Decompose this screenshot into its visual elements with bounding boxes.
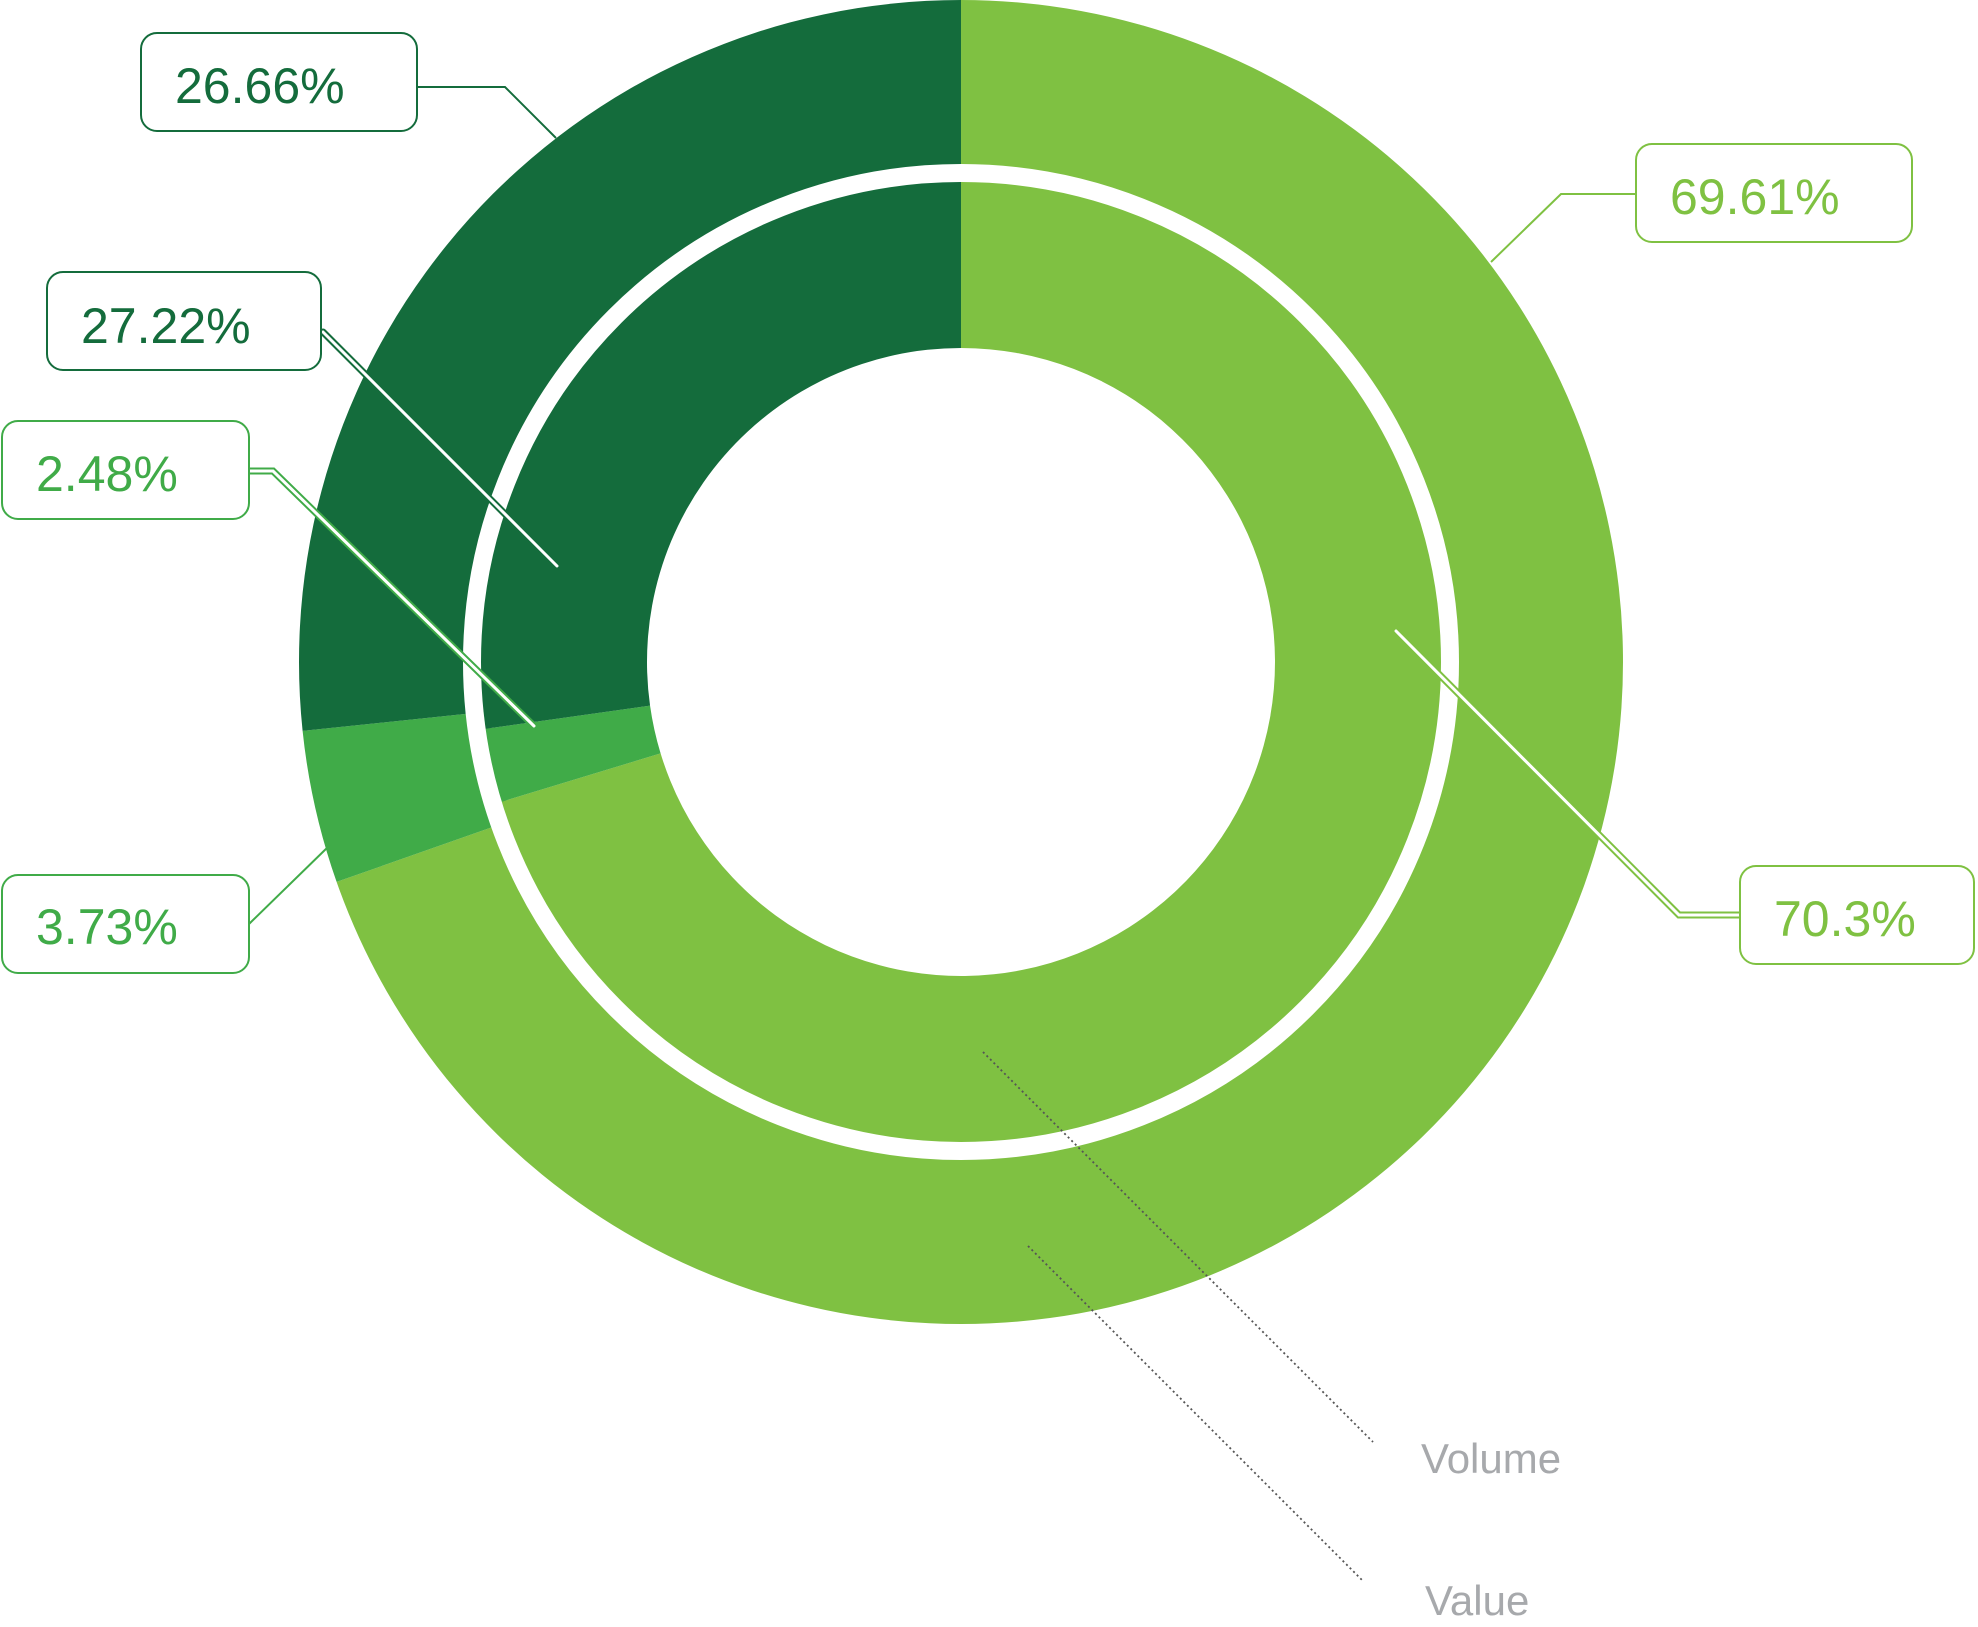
data-label-value-0: 69.61% xyxy=(1635,143,1913,243)
data-label-box xyxy=(1739,865,1975,965)
data-label-box xyxy=(1,874,250,974)
leader-line-volume xyxy=(982,1051,1374,1443)
leader-line-value xyxy=(1027,1245,1364,1582)
ring-name-labels: Volume Value xyxy=(982,1051,1561,1624)
ring-name-value: Value xyxy=(1425,1577,1529,1624)
data-label-box xyxy=(46,271,322,371)
data-label-value-2: 26.66% xyxy=(140,32,418,132)
data-label-text: 69.61% xyxy=(1670,169,1840,225)
data-label-box xyxy=(140,32,418,132)
leader-lines xyxy=(245,86,1744,925)
slice-value-2 xyxy=(298,0,961,731)
data-label-text: 3.73% xyxy=(36,899,178,955)
data-label-box xyxy=(1,420,250,520)
data-label-volume-0: 70.3% xyxy=(1739,865,1975,965)
slice-volume-1 xyxy=(485,705,661,802)
leader-inner-volume-0 xyxy=(1394,629,1742,917)
leader-inner-volume-1 xyxy=(247,469,536,728)
slice-volume-2 xyxy=(480,182,961,729)
leader-value-0 xyxy=(1490,193,1636,263)
data-label-volume-1: 2.48% xyxy=(1,420,250,520)
data-label-value-1: 3.73% xyxy=(1,874,250,974)
slice-labels: 69.61% 3.73% 26.66% 70.3% 2.48% 27.22% xyxy=(1,32,1975,974)
data-label-text: 70.3% xyxy=(1774,891,1916,947)
leader-inner-volume-2 xyxy=(321,330,559,568)
data-label-volume-2: 27.22% xyxy=(46,271,322,371)
data-label-text: 2.48% xyxy=(36,446,178,502)
slice-value-1 xyxy=(302,711,513,882)
data-label-text: 27.22% xyxy=(81,298,251,354)
leader-value-1 xyxy=(248,844,331,925)
ring-name-volume: Volume xyxy=(1421,1435,1561,1482)
data-label-box xyxy=(1635,143,1913,243)
leader-value-2 xyxy=(417,86,557,139)
data-label-text: 26.66% xyxy=(175,58,345,114)
slice-volume-0 xyxy=(501,182,1442,1142)
